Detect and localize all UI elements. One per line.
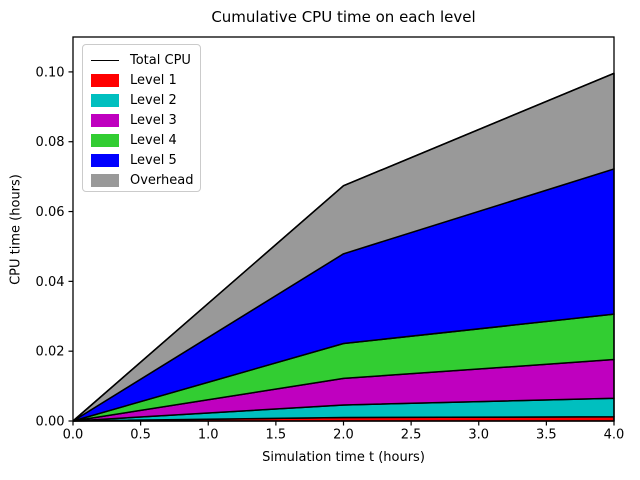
y-tick-label: 0.00 [36, 415, 65, 430]
legend-entry-overhead: Overhead [91, 170, 200, 190]
legend-label: Overhead [130, 172, 194, 188]
x-axis-label: Simulation time t (hours) [262, 450, 425, 465]
legend-color-swatch [91, 133, 119, 147]
legend-color-swatch [91, 73, 119, 87]
legend-label: Level 3 [130, 112, 177, 128]
legend: Total CPU Level 1 Level 2 Level 3 Level 4 Lev… [82, 44, 201, 192]
x-tick-label: 3.0 [468, 428, 489, 443]
x-tick-label: 2.5 [401, 428, 422, 443]
y-tick-label: 0.08 [36, 135, 65, 150]
x-tick-label: 4.0 [604, 428, 625, 443]
legend-label: Total CPU [130, 52, 191, 68]
y-tick-label: 0.04 [36, 275, 65, 290]
legend-color-swatch [91, 173, 119, 187]
legend-label: Level 5 [130, 152, 177, 168]
legend-entry-level-4: Level 4 [91, 130, 200, 150]
x-tick-label: 2.0 [333, 428, 354, 443]
x-tick-label: 0.0 [63, 428, 84, 443]
x-tick-label: 0.5 [130, 428, 151, 443]
legend-label: Level 4 [130, 132, 177, 148]
legend-label: Level 2 [130, 92, 177, 108]
legend-color-swatch [91, 113, 119, 127]
x-tick-label: 1.0 [198, 428, 219, 443]
legend-entry-level-3: Level 3 [91, 110, 200, 130]
legend-label: Level 1 [130, 72, 177, 88]
y-tick-label: 0.02 [36, 345, 65, 360]
legend-color-swatch [91, 153, 119, 167]
legend-entry-level-5: Level 5 [91, 150, 200, 170]
chart-title: Cumulative CPU time on each level [211, 8, 476, 26]
legend-entry-total-cpu: Total CPU [91, 50, 200, 70]
x-tick-label: 1.5 [266, 428, 287, 443]
y-tick-label: 0.10 [36, 65, 65, 80]
legend-entry-level-1: Level 1 [91, 70, 200, 90]
y-axis-label: CPU time (hours) [8, 174, 24, 285]
legend-entry-level-2: Level 2 [91, 90, 200, 110]
legend-line-swatch [91, 59, 119, 61]
total-cpu-line [72, 72, 615, 422]
legend-color-swatch [91, 93, 119, 107]
x-tick-label: 3.5 [536, 428, 557, 443]
y-tick-label: 0.06 [36, 205, 65, 220]
